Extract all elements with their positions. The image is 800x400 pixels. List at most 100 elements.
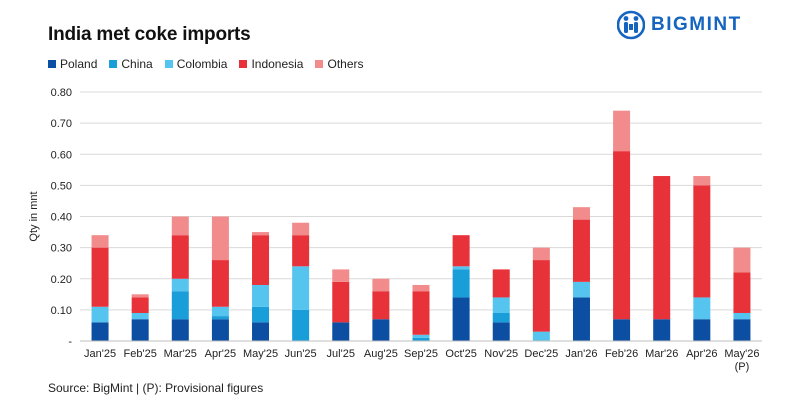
bar-segment: [532, 260, 550, 332]
bar-segment: [292, 235, 310, 267]
legend-item: China: [109, 57, 153, 71]
x-tick-label: Feb'26: [605, 348, 638, 360]
bar-segment: [733, 272, 751, 313]
y-tick-label: 0.70: [51, 118, 72, 130]
x-tick-label: Apr'26: [686, 348, 717, 360]
legend-label: China: [121, 57, 153, 71]
bigmint-logo-text: BIGMINT: [651, 14, 742, 35]
bar-segment: [693, 185, 711, 298]
bar-segment: [252, 306, 270, 323]
y-tick-label: 0.80: [51, 87, 72, 99]
legend-label: Indonesia: [251, 57, 304, 71]
x-tick-label: Aug'25: [364, 348, 398, 360]
y-axis-label: Qty in mnt: [28, 191, 40, 241]
bigmint-logo-icon: [617, 10, 645, 40]
bar-segment: [372, 278, 390, 292]
bar-segment: [372, 291, 390, 320]
legend-item: Indonesia: [239, 57, 303, 71]
bar-segment: [91, 306, 109, 323]
bar-segment: [693, 319, 711, 341]
bar-segment: [452, 269, 470, 298]
bar-segment: [332, 322, 350, 341]
bar-segment: [292, 222, 310, 236]
bar-segment: [412, 291, 430, 335]
legend-item: Colombia: [164, 57, 228, 71]
bar-segment: [572, 297, 590, 341]
bar-segment: [171, 319, 189, 341]
bigmint-logo: BIGMINT: [617, 10, 742, 40]
bar-segment: [492, 297, 510, 313]
bar-segment: [252, 232, 270, 236]
x-tick-label: Mar'25: [164, 348, 197, 360]
bar-segment: [131, 319, 149, 341]
bar-segment: [572, 207, 590, 220]
x-tick-label: Nov'25: [484, 348, 518, 360]
x-tick-label: Feb'25: [124, 348, 157, 360]
bar-segment: [613, 110, 631, 152]
source-note: Source: BigMint | (P): Provisional figur…: [48, 381, 264, 395]
bar-segment: [211, 316, 229, 320]
bar-segment: [492, 322, 510, 341]
y-tick-label: 0.50: [51, 180, 72, 192]
bar-segment: [613, 151, 631, 320]
legend-item: Others: [315, 57, 364, 71]
bar-segment: [653, 176, 671, 320]
bar-segment: [492, 312, 510, 323]
legend-swatch: [48, 60, 56, 68]
bar-segment: [733, 319, 751, 341]
bar-segment: [653, 319, 671, 341]
y-tick-label: 0.60: [51, 149, 72, 161]
bar-segment: [171, 235, 189, 279]
bar-segment: [572, 281, 590, 298]
bar-segment: [733, 312, 751, 320]
bar-segment: [372, 319, 390, 341]
x-tick-label: Oct'25: [445, 348, 476, 360]
bar-segment: [532, 247, 550, 261]
legend-label: Colombia: [176, 57, 228, 71]
bar-segment: [91, 247, 109, 307]
bar-segment: [211, 319, 229, 341]
bar-segment: [613, 319, 631, 341]
y-tick-label: 0.20: [51, 274, 72, 286]
legend-item: Poland: [48, 57, 97, 71]
x-tick-label: May'25: [243, 348, 278, 360]
bar-segment: [131, 297, 149, 313]
bar-segment: [733, 247, 751, 273]
bar-segment: [171, 278, 189, 292]
bar-segment: [211, 306, 229, 317]
bar-segment: [332, 281, 350, 323]
bar-segment: [91, 322, 109, 341]
bar-segment: [492, 269, 510, 298]
x-tick-label: Jan'26: [565, 348, 597, 360]
x-tick-label: Jul'25: [327, 348, 355, 360]
x-tick-label: Dec'25: [524, 348, 558, 360]
x-tick-label: Mar'26: [645, 348, 678, 360]
y-tick-label: 0.40: [51, 212, 72, 224]
bar-segment: [693, 176, 711, 186]
x-tick-label: Jan'25: [84, 348, 116, 360]
bar-segment: [252, 235, 270, 285]
bar-segment: [91, 235, 109, 248]
y-tick-label: -: [68, 336, 72, 348]
bar-segment: [452, 297, 470, 341]
bar-segment: [292, 266, 310, 310]
legend-swatch: [164, 60, 173, 68]
bar-segment: [171, 291, 189, 320]
bar-segment: [332, 269, 350, 282]
bar-segment: [131, 294, 149, 298]
bar-segment: [532, 331, 550, 341]
bar-segment: [171, 216, 189, 236]
legend-swatch: [315, 60, 324, 68]
legend-label: Others: [327, 57, 364, 71]
legend-swatch: [239, 60, 248, 68]
bar-segment: [131, 312, 149, 320]
y-tick-label: 0.30: [51, 243, 72, 255]
chart-legend: Poland China Colombia Indonesia Others: [48, 57, 376, 71]
bar-segment: [452, 235, 470, 267]
x-tick-label: Jun'25: [285, 348, 317, 360]
legend-label: Poland: [60, 57, 98, 71]
bar-segment: [211, 260, 229, 307]
bar-segment: [452, 266, 470, 270]
x-tick-label: May'26: [724, 348, 759, 360]
